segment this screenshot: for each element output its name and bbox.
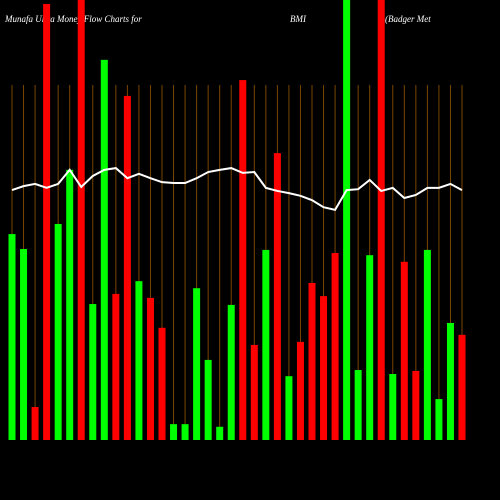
bar <box>89 304 97 440</box>
bar <box>20 249 28 440</box>
bar <box>112 293 120 440</box>
bar <box>123 95 131 441</box>
bar <box>146 297 154 440</box>
bar <box>389 374 397 440</box>
bar <box>446 322 454 440</box>
bar <box>66 169 74 440</box>
bar <box>354 370 362 440</box>
bar <box>366 255 374 440</box>
bar <box>273 153 281 440</box>
bar <box>100 59 108 441</box>
bar <box>458 334 466 440</box>
bar <box>43 3 51 441</box>
bar <box>435 399 443 440</box>
bar <box>400 261 408 440</box>
bar <box>54 223 62 440</box>
bar <box>204 359 212 440</box>
bar <box>285 376 293 440</box>
bar <box>343 0 351 440</box>
bar <box>308 282 316 440</box>
bar <box>331 253 339 440</box>
bar <box>262 249 270 440</box>
bar <box>216 426 224 440</box>
bar <box>377 0 385 440</box>
bar <box>77 0 85 440</box>
bar <box>423 249 431 440</box>
chart-symbol: BMI <box>290 14 307 24</box>
bar <box>320 296 328 440</box>
bar <box>227 304 235 440</box>
chart-title: Munafa Ultra Money Flow Charts for <box>4 14 142 24</box>
chart-company: (Badger Met <box>385 14 431 24</box>
bar <box>181 424 189 440</box>
bar <box>193 288 201 440</box>
bar <box>170 424 178 440</box>
bar <box>8 234 16 440</box>
bar <box>31 407 39 440</box>
bar <box>296 341 304 440</box>
bar <box>158 327 166 440</box>
bar <box>135 281 143 440</box>
line <box>11 167 463 212</box>
bar <box>239 80 247 440</box>
bar <box>412 370 420 440</box>
bar <box>250 344 258 440</box>
